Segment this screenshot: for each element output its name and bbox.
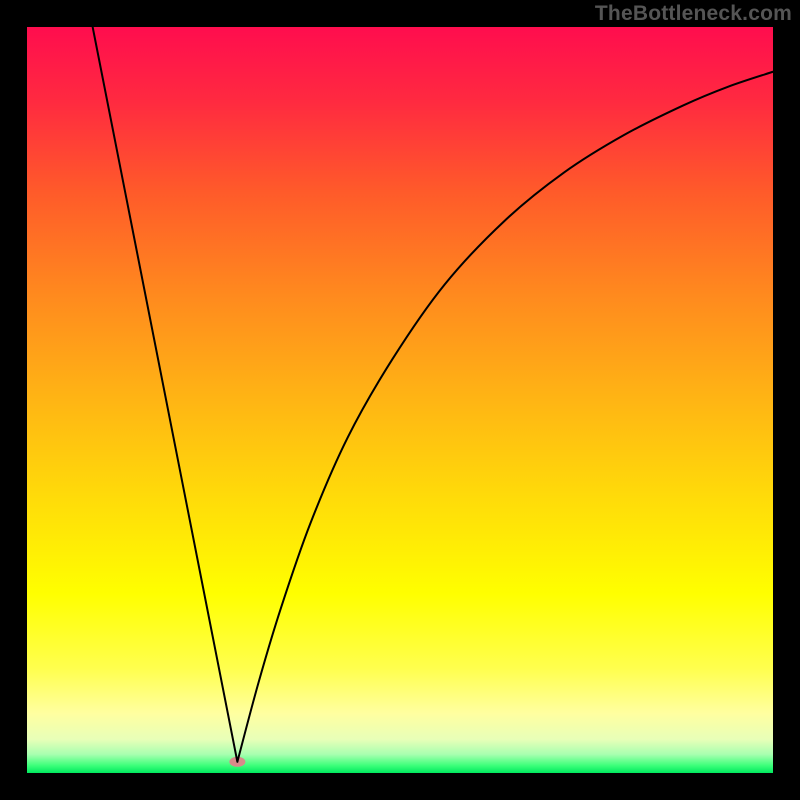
- plot-area: [27, 27, 773, 773]
- outer-frame: TheBottleneck.com: [0, 0, 800, 800]
- gradient-background: [27, 27, 773, 773]
- watermark-text: TheBottleneck.com: [595, 2, 792, 26]
